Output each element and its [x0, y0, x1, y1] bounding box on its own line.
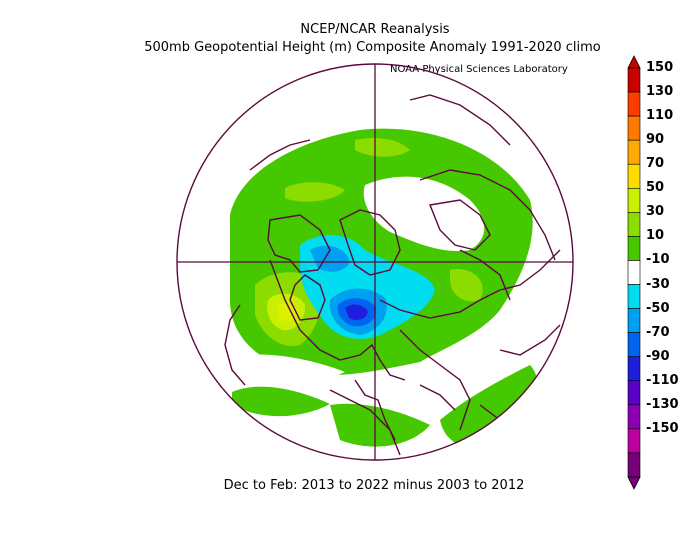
colorbar-swatch [627, 332, 641, 358]
colorbar-swatch [627, 67, 641, 93]
anomaly-field [230, 128, 538, 449]
colorbar-tick-label: -130 [646, 396, 679, 412]
anomaly-neg30 [310, 245, 350, 272]
colorbar-top-arrow [627, 55, 641, 69]
colorbar-swatch [627, 212, 641, 237]
colorbar-swatch [627, 356, 641, 382]
anomaly-pos30 [355, 138, 410, 157]
colorbar-swatch [627, 187, 641, 213]
colorbar-swatch [627, 404, 641, 430]
colorbar-tick-label: -90 [646, 348, 670, 364]
colorbar-swatch [627, 308, 641, 333]
colorbar [627, 55, 641, 490]
colorbar-tick-label: -150 [646, 420, 679, 436]
colorbar-tick-label: -10 [646, 252, 670, 268]
anomaly-pos10 [330, 403, 430, 447]
colorbar-swatch [627, 115, 641, 141]
colorbar-tick-label: -70 [646, 324, 670, 340]
anomaly-neg10 [405, 278, 426, 294]
colorbar-tick-label: 90 [646, 132, 665, 148]
page-title: NCEP/NCAR Reanalysis [300, 22, 450, 37]
colorbar-swatch [627, 284, 641, 309]
colorbar-tick-label: -110 [646, 372, 679, 388]
period-label: Dec to Feb: 2013 to 2022 minus 2003 to 2… [223, 478, 525, 493]
colorbar-tick-label: 30 [646, 204, 665, 220]
lab-credit: NOAA Physical Sciences Laboratory [390, 64, 568, 75]
chart-subtitle: 500mb Geopotential Height (m) Composite … [144, 40, 601, 55]
colorbar-swatch [627, 163, 641, 189]
anomaly-neutral [363, 176, 485, 251]
colorbar-tick-label: 70 [646, 156, 665, 172]
colorbar-tick-label: 130 [646, 84, 674, 100]
colorbar-swatch [627, 452, 641, 478]
anomaly-pos30 [285, 182, 345, 202]
colorbar-swatch [627, 236, 641, 261]
coastlines [224, 94, 561, 456]
colorbar-tick-label: -30 [646, 276, 670, 292]
colorbar-tick-label: 10 [646, 228, 665, 244]
anomaly-pos10 [440, 365, 538, 449]
anomaly-neutral [245, 354, 345, 380]
colorbar-tick-label: 150 [646, 60, 674, 75]
anomaly-pos30 [450, 269, 483, 302]
colorbar-swatch [627, 380, 641, 406]
colorbar-tick-label: 50 [646, 180, 665, 196]
colorbar-swatch [627, 91, 641, 117]
colorbar-swatch [627, 428, 641, 454]
colorbar-swatch [627, 260, 641, 285]
anomaly-pos10 [232, 386, 330, 417]
colorbar-tick-label: 110 [646, 108, 674, 124]
anomaly-neg70 [345, 304, 368, 320]
map-boundary [176, 63, 574, 461]
colorbar-tick-label: -50 [646, 300, 670, 316]
colorbar-swatch [627, 139, 641, 165]
colorbar-bottom-arrow [627, 476, 641, 490]
